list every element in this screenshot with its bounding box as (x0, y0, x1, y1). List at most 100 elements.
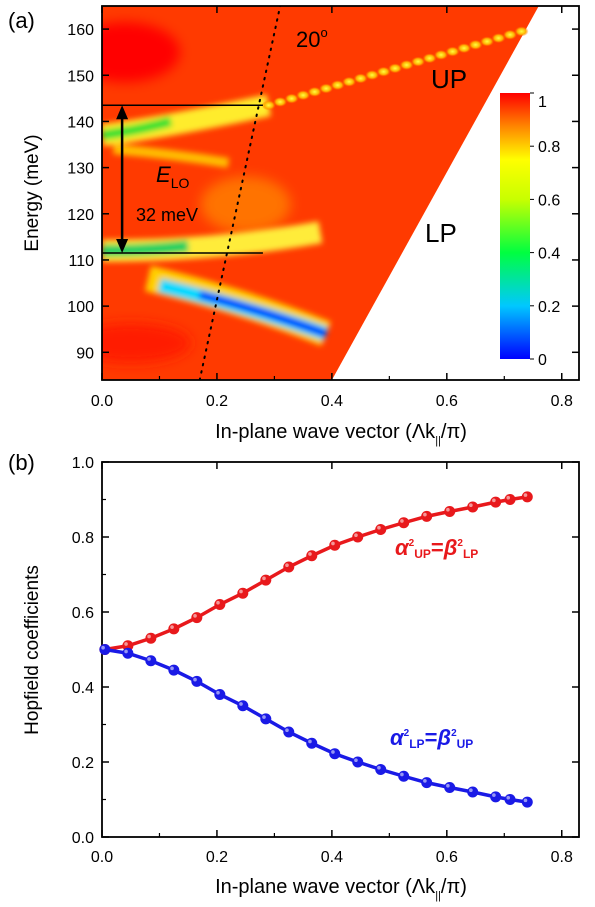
heatmap-orange-zone (200, 176, 291, 233)
panel-a-x-axis-label: In-plane wave vector (Λk||/π) (215, 421, 467, 447)
panel-a-frame (101, 5, 580, 381)
x-tick-label: 0.8 (551, 849, 573, 866)
series-lp-point-highlight (239, 702, 243, 706)
series-up-point (329, 539, 341, 551)
x-tick-label: 0.0 (91, 393, 113, 410)
heatmap (102, 6, 579, 380)
up-branch-dot (342, 76, 357, 87)
colorbar-tick-label: 0.8 (538, 139, 560, 156)
series-lp-point (490, 791, 502, 803)
y-tick-label: 150 (67, 68, 94, 85)
series-up-point (283, 561, 295, 573)
y-tick-label: 0.8 (72, 530, 94, 547)
series-up-point-highlight (506, 495, 511, 500)
series-lp-point-highlight (492, 793, 496, 797)
panel-b-axis-ticks: 0.0 0.2 0.4 0.6 0.8 0.0 0.2 0.4 0.6 0.8 1.0 (72, 455, 579, 866)
lp-branch-label: LP (425, 218, 457, 248)
series-up-point (191, 612, 203, 624)
elo-value: 32 meV (136, 205, 198, 225)
up-branch-dot (261, 100, 276, 111)
hopfield-series (99, 491, 533, 808)
series-lp-point-highlight (262, 715, 266, 719)
series-lp-point (145, 655, 157, 667)
panel-b-label: (b) (8, 450, 35, 475)
series-lp-point (214, 689, 226, 700)
y-tick-label: 90 (76, 345, 94, 362)
band-upper-yellow-lower (113, 144, 230, 168)
series-up-point-highlight (354, 533, 358, 537)
series-up-point (352, 531, 364, 543)
series-up-point (467, 501, 479, 513)
series-lp-point-highlight (446, 783, 450, 788)
series-up-point (490, 496, 502, 508)
band-lower-blue (198, 291, 328, 338)
series-lp-point-highlight (216, 690, 220, 695)
series-up-point (145, 632, 157, 644)
panel-b-frame (101, 461, 580, 838)
series-up-point-highlight (216, 600, 220, 605)
series-up-point-highlight (285, 563, 289, 567)
series-up-point (168, 623, 180, 635)
series-lp-point-highlight (285, 728, 289, 732)
series-lp-point-highlight (506, 795, 511, 800)
series-up-point-highlight (523, 493, 528, 497)
up-branch-dot (411, 56, 426, 67)
x-tick-label: 0.2 (206, 849, 228, 866)
heatmap-shading (102, 22, 291, 364)
series-up-point (444, 506, 456, 517)
series-up-point-highlight (423, 512, 427, 517)
panel-a-y-axis-label: Energy (meV) (22, 134, 43, 251)
elo-arrow-head-up (116, 105, 129, 120)
series-lp-line (104, 647, 528, 804)
up-branch-dot (399, 59, 414, 70)
panel-a-label: (a) (8, 8, 35, 33)
colorbar-tick-label: 0.6 (538, 192, 560, 209)
up-branch-dot (514, 26, 529, 37)
up-branch-dot (434, 49, 449, 60)
series-lp-point (237, 700, 249, 712)
up-branch-dot (468, 39, 483, 50)
x-tick-label: 0.2 (206, 393, 228, 410)
series-up-point-highlight (331, 541, 335, 546)
series-lp-point-highlight (523, 798, 528, 803)
up-branch-dot (376, 66, 391, 77)
y-tick-label: 1.0 (72, 455, 94, 472)
series-up-point (398, 517, 410, 529)
series-lp-point-highlight (469, 788, 473, 792)
series-lp-point (398, 770, 410, 782)
panel-b-x-axis-label: In-plane wave vector (Λk||/π) (215, 876, 467, 902)
y-tick-label: 0.2 (72, 755, 94, 772)
series-up-point-highlight (262, 576, 266, 581)
y-tick-label: 110 (68, 253, 94, 270)
series-lp-point-highlight (354, 758, 358, 762)
y-tick-label: 0.0 (72, 830, 94, 847)
panel-b: (b) 0.0 0.2 0.4 0.6 0.8 0.0 0.2 0.4 0.6 0.8 1.0 α2… (8, 450, 580, 902)
x-tick-label: 0.8 (551, 393, 573, 410)
series-lp-point (467, 786, 479, 798)
up-branch-dot (445, 46, 460, 57)
elo-arrow-head-down (116, 239, 129, 254)
up-branch-dot (353, 73, 368, 84)
series-up-point-highlight (239, 589, 243, 594)
up-branch-dot (284, 93, 299, 104)
series-lp-point (329, 748, 341, 760)
up-branch-dot (422, 53, 437, 64)
x-tick-label: 0.6 (436, 393, 458, 410)
series-up-point-highlight (170, 625, 174, 629)
series-lp-point (375, 764, 387, 775)
series-lp-point-highlight (331, 750, 335, 754)
colorbar-ticks: 0 0.2 0.4 0.6 0.8 1 (530, 92, 560, 369)
series-lp-point (352, 756, 364, 768)
up-branch-label: UP (431, 64, 467, 94)
series-lp-point (283, 726, 295, 738)
up-branch-dot (365, 70, 380, 81)
series-up-point (306, 550, 318, 562)
series-up-point (375, 524, 387, 535)
series-up-label: α2UP=β2LP (395, 535, 478, 561)
series-lp-point (306, 737, 318, 749)
up-branch-dot (319, 83, 334, 94)
series-lp-point (504, 794, 516, 805)
panel-b-y-axis-label: Hopfield coefficients (22, 565, 43, 735)
series-up-point-highlight (308, 552, 312, 556)
